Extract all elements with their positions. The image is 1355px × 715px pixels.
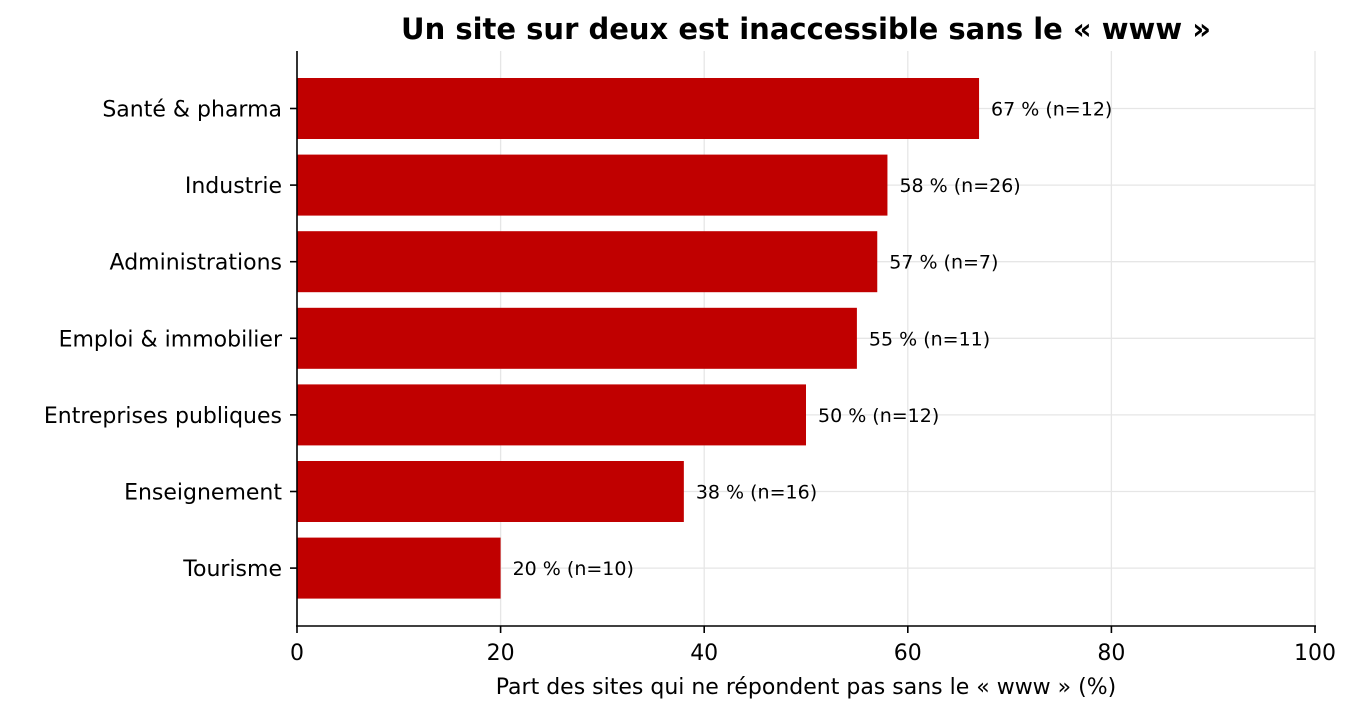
category-labels: Santé & pharma Industrie Administrations Em… bbox=[44, 98, 297, 582]
x-tick-label: 20 bbox=[487, 641, 515, 666]
bar-value-label: 67 % (n=12) bbox=[991, 99, 1112, 121]
x-tick-label: 80 bbox=[1097, 641, 1125, 666]
bar bbox=[297, 231, 878, 293]
category-label: Administrations bbox=[110, 251, 282, 276]
category-label: Enseignement bbox=[124, 481, 282, 506]
chart-title: Un site sur deux est inaccessible sans l… bbox=[401, 12, 1211, 46]
bar bbox=[297, 154, 888, 216]
category-label: Entreprises publiques bbox=[44, 404, 282, 429]
bar-value-label: 50 % (n=12) bbox=[818, 405, 939, 427]
bar bbox=[297, 307, 857, 369]
bar-value-label: 57 % (n=7) bbox=[889, 252, 998, 274]
bar bbox=[297, 461, 684, 522]
bar bbox=[297, 384, 806, 446]
bar-value-label: 38 % (n=16) bbox=[696, 482, 817, 504]
bar-value-label: 55 % (n=11) bbox=[869, 328, 990, 350]
category-label: Industrie bbox=[185, 174, 282, 199]
x-tick-label: 60 bbox=[894, 641, 922, 666]
x-tick-label: 100 bbox=[1294, 641, 1336, 666]
category-label: Emploi & immobilier bbox=[59, 327, 283, 352]
bars bbox=[297, 78, 980, 599]
bar-value-label: 20 % (n=10) bbox=[513, 558, 634, 580]
category-label: Santé & pharma bbox=[102, 98, 282, 123]
data-labels: 67 % (n=12) 58 % (n=26) 57 % (n=7) 55 % (n=… bbox=[513, 99, 1113, 581]
x-ticks: 0 20 40 60 80 100 bbox=[290, 626, 1336, 666]
bar-value-label: 58 % (n=26) bbox=[899, 175, 1020, 197]
x-tick-label: 40 bbox=[690, 641, 718, 666]
bar bbox=[297, 537, 501, 599]
x-axis-label: Part des sites qui ne répondent pas sans… bbox=[496, 675, 1116, 700]
category-label: Tourisme bbox=[182, 557, 282, 582]
bar bbox=[297, 78, 980, 139]
x-tick-label: 0 bbox=[290, 641, 304, 666]
